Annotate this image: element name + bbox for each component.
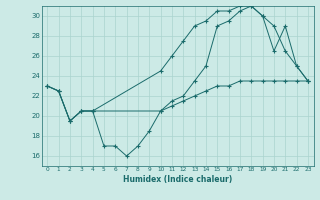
X-axis label: Humidex (Indice chaleur): Humidex (Indice chaleur) <box>123 175 232 184</box>
